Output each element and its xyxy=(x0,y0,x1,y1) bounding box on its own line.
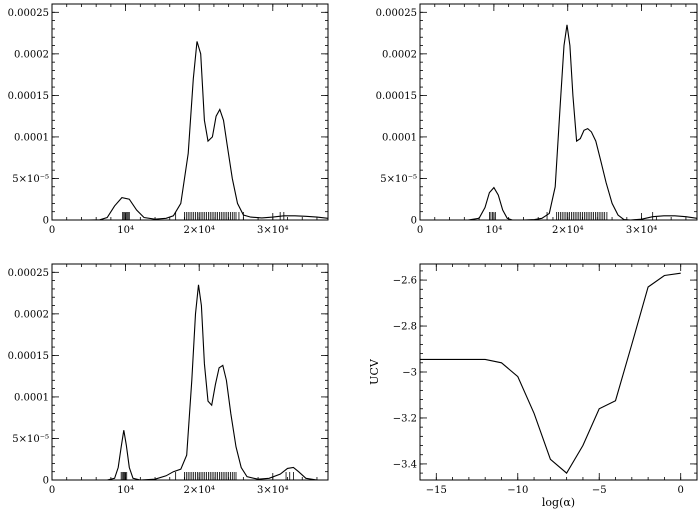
x-tick-label: 10⁴ xyxy=(117,485,134,496)
x-tick-label: 10⁴ xyxy=(485,225,502,236)
density-panel-bottom-left: 10⁴ 2×10⁴ 3×10⁴ 00 5×10⁻⁵ 0.0001 0.00015 0.0002… xyxy=(8,263,329,496)
x-tick-label-origin: 0 xyxy=(49,225,55,236)
y-tick-label: 0.00015 xyxy=(8,91,49,102)
x-tick-label: 10⁴ xyxy=(117,225,134,236)
plot-frame xyxy=(419,263,698,481)
y-tick-label: −3.2 xyxy=(393,413,417,424)
y-tick-label: 0.0002 xyxy=(382,49,417,60)
plot-frame xyxy=(51,263,329,481)
x-tick-label: 2×10⁴ xyxy=(552,225,583,236)
y-tick-label: 0.0001 xyxy=(14,392,49,403)
x-tick-label-origin: 0 xyxy=(417,225,423,236)
data-curve xyxy=(420,272,681,474)
y-tick-label: −3 xyxy=(402,368,417,379)
y-tick-label: 5×10⁻⁵ xyxy=(380,174,417,185)
x-tick-label: 3×10⁴ xyxy=(257,225,288,236)
y-tick-label: −3.4 xyxy=(393,459,417,470)
data-curve xyxy=(107,284,318,481)
density-panel-top-right: 10⁴ 2×10⁴ 3×10⁴ 00 5×10⁻⁵ 0.0001 0.00015 0.0002… xyxy=(376,3,698,236)
data-curve xyxy=(467,24,698,221)
density-panel-top-left: 10⁴ 2×10⁴ 3×10⁴ 00 5×10⁻⁵ 0.0001 0.00015 0.0002… xyxy=(8,3,329,236)
x-tick-label: 2×10⁴ xyxy=(183,485,214,496)
x-tick-label: 3×10⁴ xyxy=(626,225,657,236)
y-tick-label: −2.8 xyxy=(393,322,417,333)
y-tick-label: 0.0001 xyxy=(14,132,49,143)
y-tick-label: 5×10⁻⁵ xyxy=(12,434,49,445)
y-tick-label: 0.00025 xyxy=(376,8,417,19)
x-tick-label: −5 xyxy=(592,485,607,496)
y-tick-label: 0.00015 xyxy=(376,91,417,102)
data-curve xyxy=(88,41,329,221)
y-axis-label: UCV xyxy=(368,358,381,385)
y-tick-label: 0.00015 xyxy=(8,351,49,362)
y-tick-label: 5×10⁻⁵ xyxy=(12,174,49,185)
y-tick-label: 0.00025 xyxy=(8,268,49,279)
plot-frame xyxy=(419,3,698,221)
y-tick-label: 0 xyxy=(43,476,49,487)
plot-frame xyxy=(51,3,329,221)
y-tick-label: 0.0001 xyxy=(382,132,417,143)
x-tick-label: −15 xyxy=(426,485,447,496)
y-tick-label: 0.0002 xyxy=(14,309,49,320)
x-tick-label-origin: 0 xyxy=(49,485,55,496)
ucv-panel-bottom-right: −15 −10 −5 0 −3.4 −3.2 −3 −2.8 −2.6 log(α) UCV xyxy=(368,263,698,509)
x-tick-label: 3×10⁴ xyxy=(257,485,288,496)
y-tick-label: −2.6 xyxy=(393,276,417,287)
x-tick-label: 2×10⁴ xyxy=(183,225,214,236)
y-tick-label: 0 xyxy=(43,216,49,227)
x-tick-label: −10 xyxy=(507,485,528,496)
y-tick-label: 0.0002 xyxy=(14,49,49,60)
y-tick-label: 0 xyxy=(411,216,417,227)
y-tick-label: 0.00025 xyxy=(8,8,49,19)
x-axis-label: log(α) xyxy=(542,496,575,509)
x-tick-label: 0 xyxy=(678,485,684,496)
